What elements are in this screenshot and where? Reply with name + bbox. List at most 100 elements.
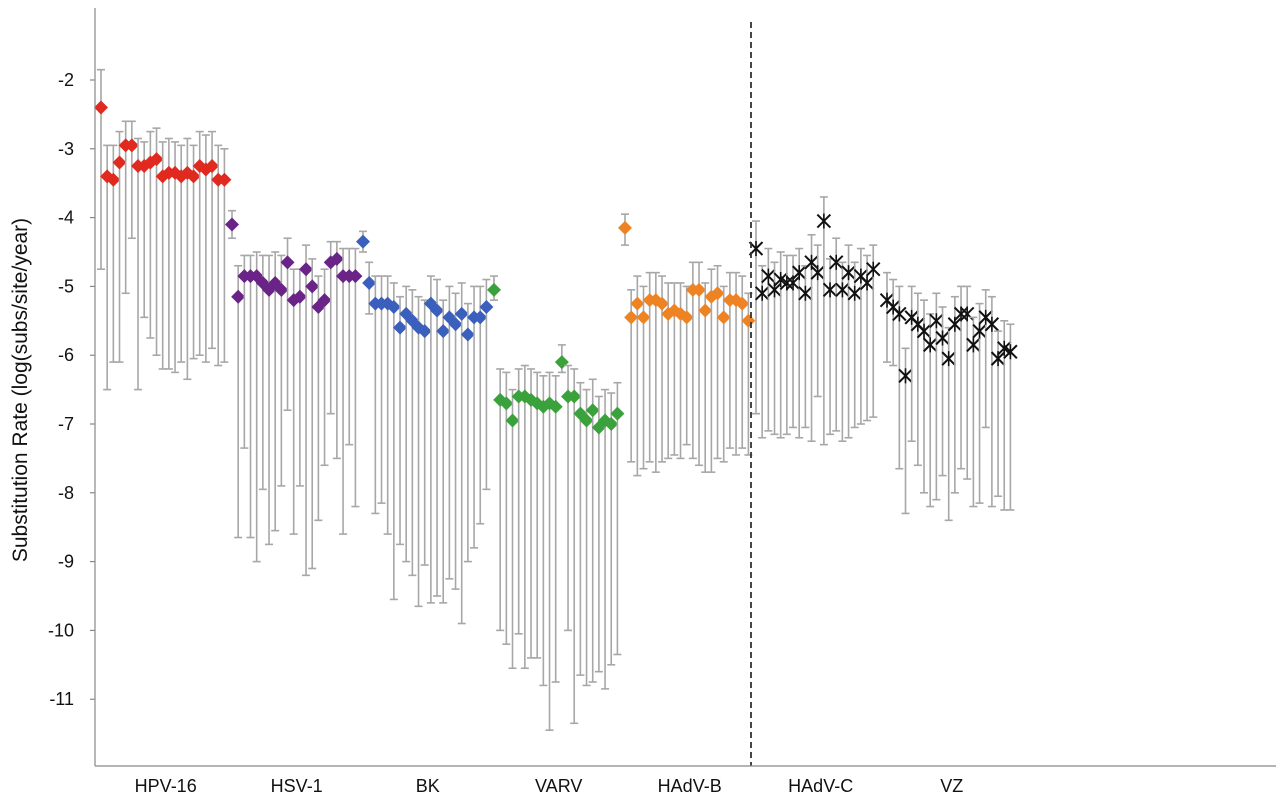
data-point-diamond (124, 138, 139, 153)
data-point-diamond (610, 406, 625, 421)
data-point-diamond (106, 172, 121, 187)
data-point-diamond (280, 255, 295, 270)
plot-area (94, 22, 1018, 766)
data-point-diamond (112, 155, 127, 170)
series-hadv-b (618, 213, 756, 477)
data-point-diamond (436, 324, 451, 339)
data-point-diamond (217, 172, 232, 187)
data-point-asterisk (754, 285, 770, 301)
data-point-asterisk (810, 265, 825, 281)
data-point-diamond (604, 417, 619, 431)
data-point-diamond (393, 320, 408, 335)
y-tick-label: -11 (49, 689, 74, 709)
data-point-diamond (417, 324, 432, 339)
data-point-diamond (362, 275, 377, 290)
data-point-diamond (692, 282, 707, 297)
data-point-diamond (679, 310, 694, 325)
x-category-label: HPV-16 (135, 776, 197, 796)
y-tick-label: -10 (48, 620, 74, 640)
data-point-diamond (710, 286, 725, 301)
data-point-asterisk (922, 337, 938, 353)
data-point-diamond (499, 396, 514, 411)
data-point-asterisk (966, 337, 981, 353)
data-point-asterisk (929, 313, 944, 329)
data-point-diamond (348, 269, 363, 284)
data-point-asterisk (960, 306, 975, 322)
data-point-diamond (231, 289, 246, 304)
data-point-diamond (479, 300, 494, 315)
data-point-diamond (636, 310, 651, 325)
data-point-diamond (356, 234, 370, 249)
data-point-asterisk (822, 282, 838, 298)
data-point-diamond (487, 282, 501, 297)
y-tick-label: -6 (58, 345, 74, 365)
series-varv (487, 275, 625, 731)
data-point-diamond (585, 403, 600, 418)
y-tick-label: -2 (58, 70, 74, 90)
data-point-asterisk (859, 275, 875, 291)
data-point-diamond (430, 303, 445, 318)
x-category-label: HSV-1 (271, 776, 323, 796)
data-point-diamond (579, 413, 594, 428)
data-point-diamond (735, 296, 750, 311)
data-point-diamond (386, 300, 401, 315)
y-tick-label: -5 (58, 276, 74, 296)
y-tick-label: -8 (58, 483, 74, 503)
data-point-asterisk (935, 330, 950, 346)
x-category-label: VARV (535, 776, 582, 796)
data-point-diamond (274, 282, 289, 297)
data-point-diamond (448, 317, 463, 332)
data-point-diamond (454, 306, 469, 321)
data-point-asterisk (1003, 344, 1018, 360)
y-tick-label: -7 (58, 414, 74, 434)
data-point-diamond (630, 296, 645, 311)
data-point-diamond (460, 327, 475, 342)
data-point-asterisk (798, 285, 813, 301)
y-tick-label: -4 (58, 208, 74, 228)
data-point-asterisk (866, 261, 881, 277)
data-point-asterisk (898, 368, 913, 384)
data-point-diamond (505, 413, 520, 428)
series-hpv-16 (94, 68, 232, 391)
data-point-asterisk (761, 268, 776, 284)
data-point-diamond (716, 310, 731, 325)
data-point-diamond (205, 159, 220, 173)
data-point-diamond (554, 355, 569, 370)
y-tick-label: -9 (58, 552, 74, 572)
data-point-asterisk (972, 323, 987, 339)
x-axis-category-labels: HPV-16 HSV-1 BK VARV HAdV-B HAdV-C VZ (135, 776, 964, 796)
data-point-diamond (618, 220, 632, 235)
data-point-asterisk (841, 265, 856, 281)
data-point-asterisk (916, 323, 932, 339)
data-point-diamond (698, 303, 713, 318)
x-category-label: HAdV-B (658, 776, 722, 796)
y-tick-label: -3 (58, 139, 74, 159)
data-point-diamond (305, 279, 320, 294)
y-axis-title: Substitution Rate (log(subs/site/year) (9, 218, 32, 562)
data-point-diamond (149, 152, 164, 167)
data-point-diamond (624, 310, 639, 325)
x-category-label: BK (416, 776, 440, 796)
series-hadv-c (748, 196, 881, 446)
data-point-asterisk (835, 282, 850, 298)
series-hsv-1 (225, 209, 363, 577)
data-point-diamond (329, 251, 344, 266)
data-point-asterisk (941, 351, 956, 367)
series-bk (356, 230, 494, 625)
data-point-asterisk (892, 306, 907, 322)
x-category-label: VZ (940, 776, 963, 796)
data-point-diamond (299, 262, 314, 277)
data-point-asterisk (847, 285, 862, 301)
data-point-diamond (473, 310, 488, 325)
data-point-diamond (225, 217, 239, 232)
data-point-diamond (317, 293, 332, 308)
data-point-diamond (741, 313, 756, 328)
x-category-label: HAdV-C (788, 776, 853, 796)
data-point-asterisk (791, 265, 807, 281)
data-point-diamond (655, 296, 670, 311)
data-point-diamond (94, 100, 108, 115)
data-point-diamond (548, 399, 563, 414)
data-point-asterisk (816, 213, 832, 229)
data-point-diamond (567, 389, 582, 404)
